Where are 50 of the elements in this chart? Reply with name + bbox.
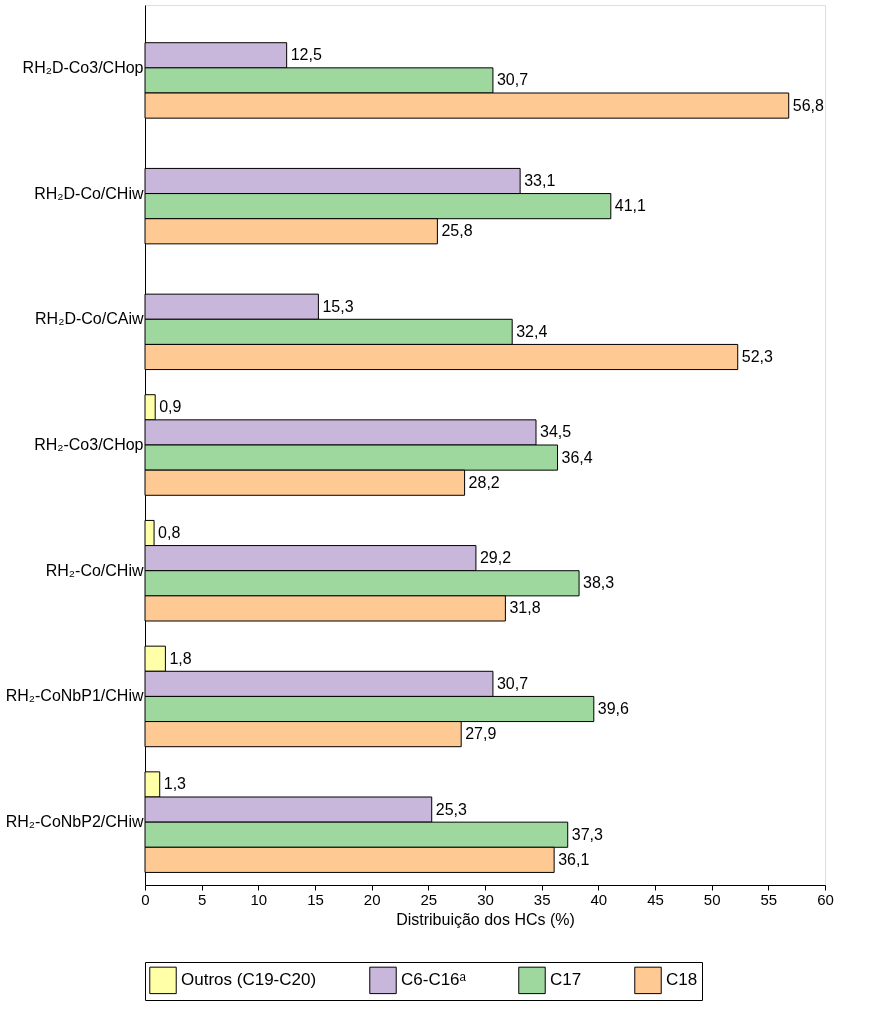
data-label: 1,3 [163,775,187,793]
data-label: 30,7 [496,71,529,89]
data-label: 38,3 [583,574,615,592]
data-label: 33,1 [524,172,556,189]
data-label: 41,1 [614,197,647,215]
legend-label: C18 [666,970,698,990]
x-tick-label: 10 [250,890,268,908]
legend-label: C17 [550,970,582,990]
data-label: 0,8 [158,524,181,541]
data-label: 31,8 [509,599,541,617]
x-tick-label: 35 [533,890,551,908]
x-tick-label: 45 [647,890,664,908]
data-label: 36,4 [561,448,593,466]
x-tick-label: 50 [703,890,721,908]
x-tick-label: 0 [141,890,150,908]
data-label: 15,3 [322,297,354,315]
x-tick-label: 15 [307,890,324,908]
y-tick-label: RH₂D-Co/CAiw [35,310,144,328]
data-label: 12,5 [290,46,322,64]
x-tick-label: 60 [817,890,834,908]
legend-label: Outros (C19-C20) [181,970,317,990]
x-tick-label: 20 [363,890,381,908]
x-tick-label: 40 [590,890,608,908]
y-tick-label: RH₂D-Co/CHiw [34,184,144,202]
data-label: 56,8 [792,96,824,114]
data-label: 28,2 [468,473,500,491]
data-label: 32,4 [516,322,548,340]
y-tick-label: RH₂-Co/CHiw [45,561,144,579]
y-tick-label: RH₂-Co3/CHop [34,436,144,453]
x-axis-title: Distribuição dos HCs (%) [396,910,575,928]
data-label: 29,2 [479,549,512,567]
data-label: 30,7 [496,674,529,692]
data-label: 25,8 [441,222,473,240]
data-label: 37,3 [571,825,603,843]
x-tick-label: 5 [197,890,207,908]
data-label: 34,5 [540,423,572,441]
data-label: 36,1 [558,850,590,868]
y-tick-label: RH₂D-Co3/CHop [22,58,144,76]
data-label: 25,3 [435,800,467,818]
data-label: 39,6 [597,700,630,717]
data-label: 52,3 [741,348,773,365]
data-label: 27,9 [465,725,497,743]
x-tick-label: 55 [760,890,778,908]
x-tick-label: 30 [477,890,494,908]
legend-label: C6-C16ᵃ [401,970,467,990]
y-tick-label: RH₂-CoNbP1/CHiw [5,687,144,705]
y-tick-label: RH₂-CoNbP2/CHiw [5,813,144,831]
data-label: 1,8 [169,649,192,667]
data-label: 0,9 [159,398,182,416]
x-tick-label: 25 [420,890,438,908]
